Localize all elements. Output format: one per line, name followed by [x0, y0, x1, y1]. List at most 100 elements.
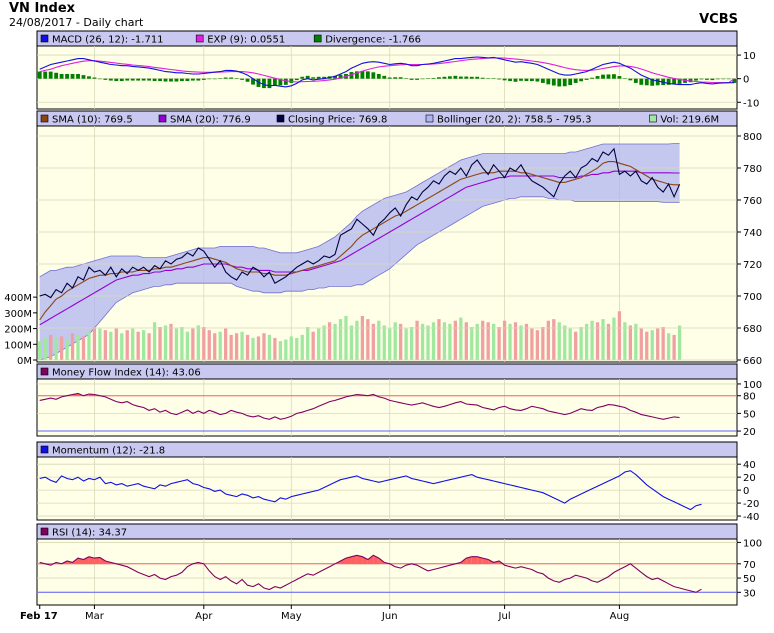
macd-divergence-bar	[240, 78, 244, 80]
rsi-overbought-fill	[466, 556, 472, 564]
macd-divergence-bar	[300, 76, 305, 79]
macd-divergence-bar	[185, 78, 190, 82]
momentum-tick-label: 40	[743, 460, 756, 471]
price-tick-label: 700	[743, 292, 762, 303]
volume-bar	[191, 328, 195, 360]
bollinger-band	[39, 143, 680, 360]
volume-bar	[546, 320, 550, 360]
macd-divergence-bar	[530, 78, 534, 82]
macd-divergence-bar	[54, 72, 59, 79]
rsi-overbought-fill	[362, 556, 368, 564]
volume-bar	[650, 330, 654, 360]
volume-bar	[606, 323, 611, 360]
macd-divergence-bar	[519, 78, 523, 81]
macd-divergence-bar	[398, 77, 403, 79]
price-legend-swatch	[276, 114, 285, 123]
macd-divergence-bar	[311, 77, 316, 79]
macd-divergence-bar	[387, 77, 392, 79]
volume-bar	[289, 336, 293, 360]
volume-bar	[49, 334, 53, 360]
price-legend-swatch	[649, 114, 657, 123]
macd-divergence-bar	[557, 78, 562, 87]
momentum-tick-label: 20	[743, 473, 756, 484]
macd-divergence-bar	[158, 78, 162, 82]
volume-bar	[284, 339, 288, 360]
volume-bar	[300, 334, 304, 360]
chart-title: VN Index	[9, 1, 76, 16]
volume-bar	[639, 328, 643, 360]
volume-bar	[202, 327, 206, 360]
volume-bar	[131, 328, 135, 360]
macd-divergence-bar	[272, 78, 277, 86]
rsi-tick-label: 100	[743, 538, 762, 549]
volume-bar	[399, 323, 403, 360]
macd-legend-label: Divergence: -1.766	[325, 35, 421, 46]
volume-bar	[563, 325, 567, 360]
macd-divergence-bar	[535, 78, 540, 82]
momentum-tick-label: -20	[743, 499, 759, 510]
macd-divergence-bar	[447, 76, 452, 79]
volume-bar	[677, 325, 682, 360]
macd-tick-label: -10	[743, 98, 759, 109]
mfi-tick-label: 50	[743, 409, 756, 420]
volume-bar	[262, 333, 266, 360]
macd-divergence-bar	[562, 78, 567, 87]
volume-bar	[360, 316, 365, 360]
volume-bar	[54, 338, 58, 360]
mfi-legend-label: Money Flow Index (14): 43.06	[52, 368, 201, 379]
macd-divergence-bar	[415, 78, 419, 80]
volume-bar	[672, 334, 676, 360]
x-tick-label: Aug	[610, 611, 630, 622]
macd-divergence-bar	[229, 77, 234, 79]
price-legend-label: Closing Price: 769.8	[288, 115, 387, 126]
macd-divergence-bar	[546, 78, 551, 85]
volume-bar	[481, 320, 485, 360]
macd-divergence-bar	[141, 78, 146, 81]
volume-bar	[541, 327, 545, 360]
volume-bar	[382, 325, 386, 360]
macd-divergence-bar	[726, 78, 731, 80]
volume-bar	[245, 334, 250, 360]
volume-bar	[497, 327, 501, 360]
macd-divergence-bar	[458, 76, 463, 79]
macd-divergence-bar	[256, 78, 261, 87]
macd-divergence-bar	[267, 78, 272, 89]
volume-bar	[87, 331, 91, 360]
macd-legend-label: EXP (9): 0.0551	[207, 35, 285, 46]
volume-bar	[426, 325, 430, 360]
macd-divergence-bar	[365, 71, 370, 79]
macd-divergence-bar	[568, 78, 573, 86]
rsi-legend-swatch	[40, 527, 49, 536]
volume-bar	[125, 330, 129, 360]
volume-bar	[256, 336, 261, 360]
volume-bar	[92, 327, 97, 360]
macd-divergence-bar	[486, 78, 491, 79]
volume-bar	[65, 339, 69, 360]
volume-bar	[120, 333, 124, 360]
macd-divergence-bar	[278, 78, 283, 86]
rsi-overbought-fill	[88, 556, 95, 564]
macd-legend-swatch	[313, 34, 322, 43]
volume-bar	[667, 333, 671, 360]
macd-divergence-bar	[573, 78, 578, 83]
macd-divergence-bar	[644, 78, 649, 86]
macd-divergence-bar	[732, 78, 737, 83]
volume-bar	[218, 331, 222, 360]
macd-line	[39, 56, 735, 88]
macd-divergence-bar	[152, 78, 157, 82]
volume-bar	[492, 323, 496, 360]
volume-bar	[158, 327, 162, 360]
volume-bar	[43, 338, 47, 360]
closing-price-line	[39, 147, 681, 299]
macd-divergence-bar	[639, 78, 644, 85]
price-legend-label: SMA (10): 769.5	[52, 115, 133, 126]
macd-divergence-bar	[666, 78, 671, 85]
volume-bar	[240, 331, 244, 360]
chart-subtitle: 24/08/2017 - Daily chart	[9, 16, 144, 29]
macd-divergence-bar	[87, 76, 91, 79]
macd-divergence-bar	[212, 78, 217, 80]
volume-bar	[70, 333, 75, 360]
volume-tick-label: 400M	[4, 293, 32, 304]
volume-bar	[584, 323, 589, 360]
macd-divergence-bar	[37, 71, 42, 79]
